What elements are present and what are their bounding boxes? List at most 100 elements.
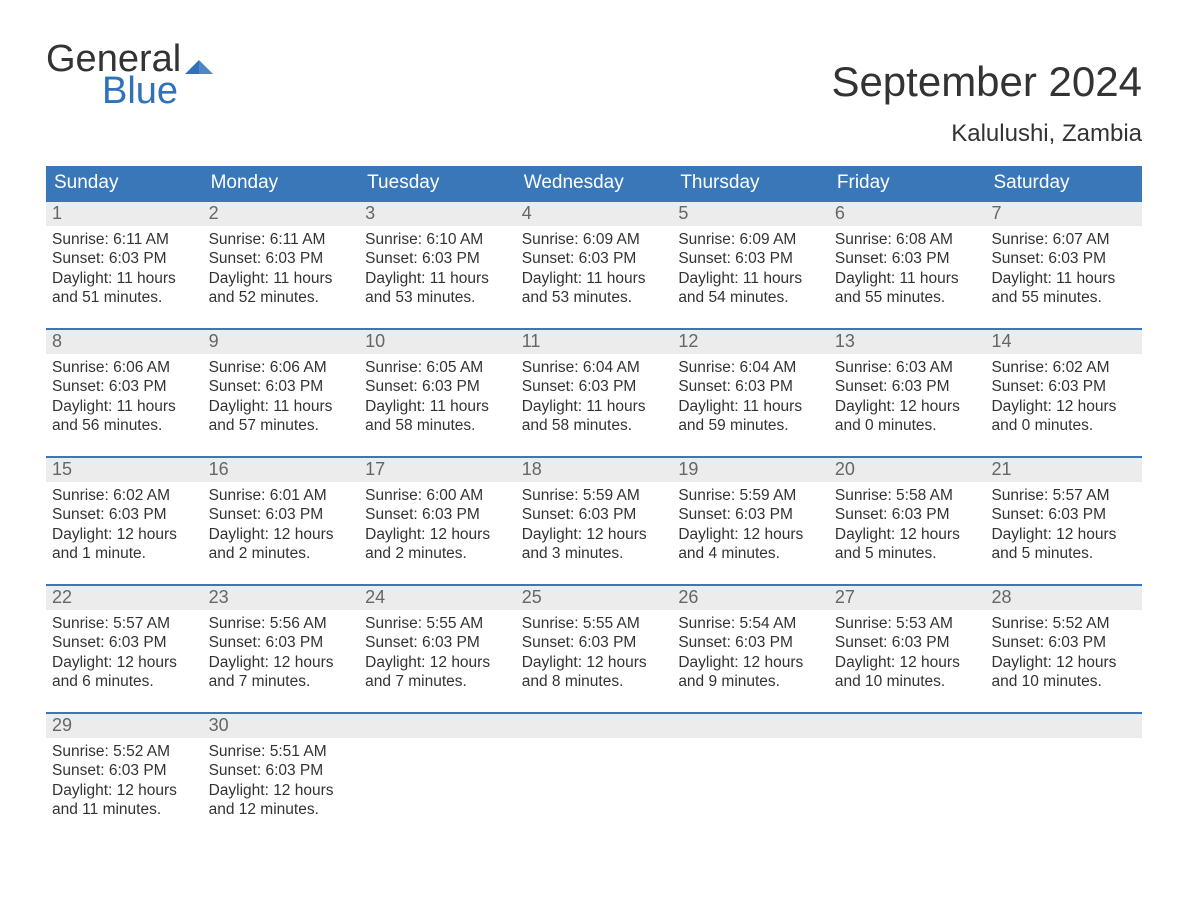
sunset-text: Sunset: 6:03 PM (52, 249, 197, 268)
header-tuesday: Tuesday (359, 166, 516, 200)
day-body: Sunrise: 6:11 AMSunset: 6:03 PMDaylight:… (203, 226, 360, 308)
daylight-line2: and 58 minutes. (522, 416, 667, 435)
day-number: 20 (829, 458, 986, 482)
daylight-line1: Daylight: 11 hours (52, 269, 197, 288)
sunset-text: Sunset: 6:03 PM (365, 505, 510, 524)
day-number: 10 (359, 330, 516, 354)
calendar-day: 15Sunrise: 6:02 AMSunset: 6:03 PMDayligh… (46, 458, 203, 568)
daylight-line1: Daylight: 12 hours (991, 397, 1136, 416)
daylight-line2: and 4 minutes. (678, 544, 823, 563)
day-number: 14 (985, 330, 1142, 354)
sunset-text: Sunset: 6:03 PM (209, 377, 354, 396)
calendar-day (359, 714, 516, 824)
sunset-text: Sunset: 6:03 PM (522, 505, 667, 524)
daylight-line2: and 9 minutes. (678, 672, 823, 691)
daylight-line2: and 12 minutes. (209, 800, 354, 819)
day-body: Sunrise: 5:55 AMSunset: 6:03 PMDaylight:… (516, 610, 673, 692)
sunrise-text: Sunrise: 6:09 AM (522, 230, 667, 249)
daylight-line1: Daylight: 12 hours (52, 653, 197, 672)
daylight-line1: Daylight: 11 hours (522, 269, 667, 288)
day-number: 22 (46, 586, 203, 610)
daylight-line1: Daylight: 12 hours (52, 781, 197, 800)
calendar-day: 24Sunrise: 5:55 AMSunset: 6:03 PMDayligh… (359, 586, 516, 696)
sunrise-text: Sunrise: 6:01 AM (209, 486, 354, 505)
daylight-line1: Daylight: 11 hours (678, 397, 823, 416)
calendar-day: 20Sunrise: 5:58 AMSunset: 6:03 PMDayligh… (829, 458, 986, 568)
sunset-text: Sunset: 6:03 PM (52, 761, 197, 780)
calendar-day: 26Sunrise: 5:54 AMSunset: 6:03 PMDayligh… (672, 586, 829, 696)
daylight-line1: Daylight: 11 hours (991, 269, 1136, 288)
day-number: 30 (203, 714, 360, 738)
day-body: Sunrise: 6:05 AMSunset: 6:03 PMDaylight:… (359, 354, 516, 436)
daylight-line1: Daylight: 11 hours (678, 269, 823, 288)
day-number-empty (359, 714, 516, 738)
day-body: Sunrise: 6:10 AMSunset: 6:03 PMDaylight:… (359, 226, 516, 308)
day-number: 26 (672, 586, 829, 610)
sunrise-text: Sunrise: 5:51 AM (209, 742, 354, 761)
sunset-text: Sunset: 6:03 PM (678, 249, 823, 268)
day-number: 2 (203, 202, 360, 226)
calendar-day: 30Sunrise: 5:51 AMSunset: 6:03 PMDayligh… (203, 714, 360, 824)
sunset-text: Sunset: 6:03 PM (678, 633, 823, 652)
daylight-line2: and 53 minutes. (522, 288, 667, 307)
daylight-line2: and 57 minutes. (209, 416, 354, 435)
day-number: 6 (829, 202, 986, 226)
day-number-empty (672, 714, 829, 738)
daylight-line2: and 1 minute. (52, 544, 197, 563)
day-number: 25 (516, 586, 673, 610)
sunrise-text: Sunrise: 5:55 AM (522, 614, 667, 633)
sunrise-text: Sunrise: 6:05 AM (365, 358, 510, 377)
day-body: Sunrise: 5:58 AMSunset: 6:03 PMDaylight:… (829, 482, 986, 564)
daylight-line1: Daylight: 12 hours (835, 525, 980, 544)
daylight-line1: Daylight: 12 hours (678, 525, 823, 544)
daylight-line2: and 54 minutes. (678, 288, 823, 307)
sunrise-text: Sunrise: 5:52 AM (991, 614, 1136, 633)
sunset-text: Sunset: 6:03 PM (522, 377, 667, 396)
calendar-week: 1Sunrise: 6:11 AMSunset: 6:03 PMDaylight… (46, 200, 1142, 312)
calendar-day: 16Sunrise: 6:01 AMSunset: 6:03 PMDayligh… (203, 458, 360, 568)
day-body: Sunrise: 6:08 AMSunset: 6:03 PMDaylight:… (829, 226, 986, 308)
logo-text-blue: Blue (102, 70, 213, 113)
daylight-line1: Daylight: 11 hours (522, 397, 667, 416)
calendar-day: 3Sunrise: 6:10 AMSunset: 6:03 PMDaylight… (359, 202, 516, 312)
calendar-week: 15Sunrise: 6:02 AMSunset: 6:03 PMDayligh… (46, 456, 1142, 568)
day-number: 23 (203, 586, 360, 610)
calendar-day (829, 714, 986, 824)
calendar-week: 22Sunrise: 5:57 AMSunset: 6:03 PMDayligh… (46, 584, 1142, 696)
calendar-day (672, 714, 829, 824)
daylight-line1: Daylight: 12 hours (522, 525, 667, 544)
logo: General Blue (46, 40, 213, 113)
day-body: Sunrise: 5:55 AMSunset: 6:03 PMDaylight:… (359, 610, 516, 692)
sunrise-text: Sunrise: 5:52 AM (52, 742, 197, 761)
calendar-day: 4Sunrise: 6:09 AMSunset: 6:03 PMDaylight… (516, 202, 673, 312)
daylight-line2: and 59 minutes. (678, 416, 823, 435)
sunrise-text: Sunrise: 6:07 AM (991, 230, 1136, 249)
sunrise-text: Sunrise: 6:02 AM (52, 486, 197, 505)
daylight-line2: and 55 minutes. (835, 288, 980, 307)
daylight-line2: and 11 minutes. (52, 800, 197, 819)
calendar-day: 23Sunrise: 5:56 AMSunset: 6:03 PMDayligh… (203, 586, 360, 696)
daylight-line2: and 56 minutes. (52, 416, 197, 435)
day-body: Sunrise: 6:09 AMSunset: 6:03 PMDaylight:… (672, 226, 829, 308)
day-body: Sunrise: 6:04 AMSunset: 6:03 PMDaylight:… (672, 354, 829, 436)
daylight-line2: and 8 minutes. (522, 672, 667, 691)
day-number: 7 (985, 202, 1142, 226)
header-saturday: Saturday (985, 166, 1142, 200)
sunset-text: Sunset: 6:03 PM (835, 633, 980, 652)
calendar-day: 9Sunrise: 6:06 AMSunset: 6:03 PMDaylight… (203, 330, 360, 440)
calendar-day (516, 714, 673, 824)
sunrise-text: Sunrise: 6:11 AM (52, 230, 197, 249)
header-thursday: Thursday (672, 166, 829, 200)
daylight-line1: Daylight: 11 hours (835, 269, 980, 288)
day-body: Sunrise: 6:01 AMSunset: 6:03 PMDaylight:… (203, 482, 360, 564)
calendar-week: 8Sunrise: 6:06 AMSunset: 6:03 PMDaylight… (46, 328, 1142, 440)
day-body: Sunrise: 5:52 AMSunset: 6:03 PMDaylight:… (46, 738, 203, 820)
daylight-line2: and 51 minutes. (52, 288, 197, 307)
sunrise-text: Sunrise: 6:06 AM (52, 358, 197, 377)
daylight-line2: and 2 minutes. (209, 544, 354, 563)
day-body: Sunrise: 6:07 AMSunset: 6:03 PMDaylight:… (985, 226, 1142, 308)
sunrise-text: Sunrise: 6:02 AM (991, 358, 1136, 377)
daylight-line2: and 7 minutes. (365, 672, 510, 691)
day-number: 19 (672, 458, 829, 482)
sunrise-text: Sunrise: 6:04 AM (522, 358, 667, 377)
